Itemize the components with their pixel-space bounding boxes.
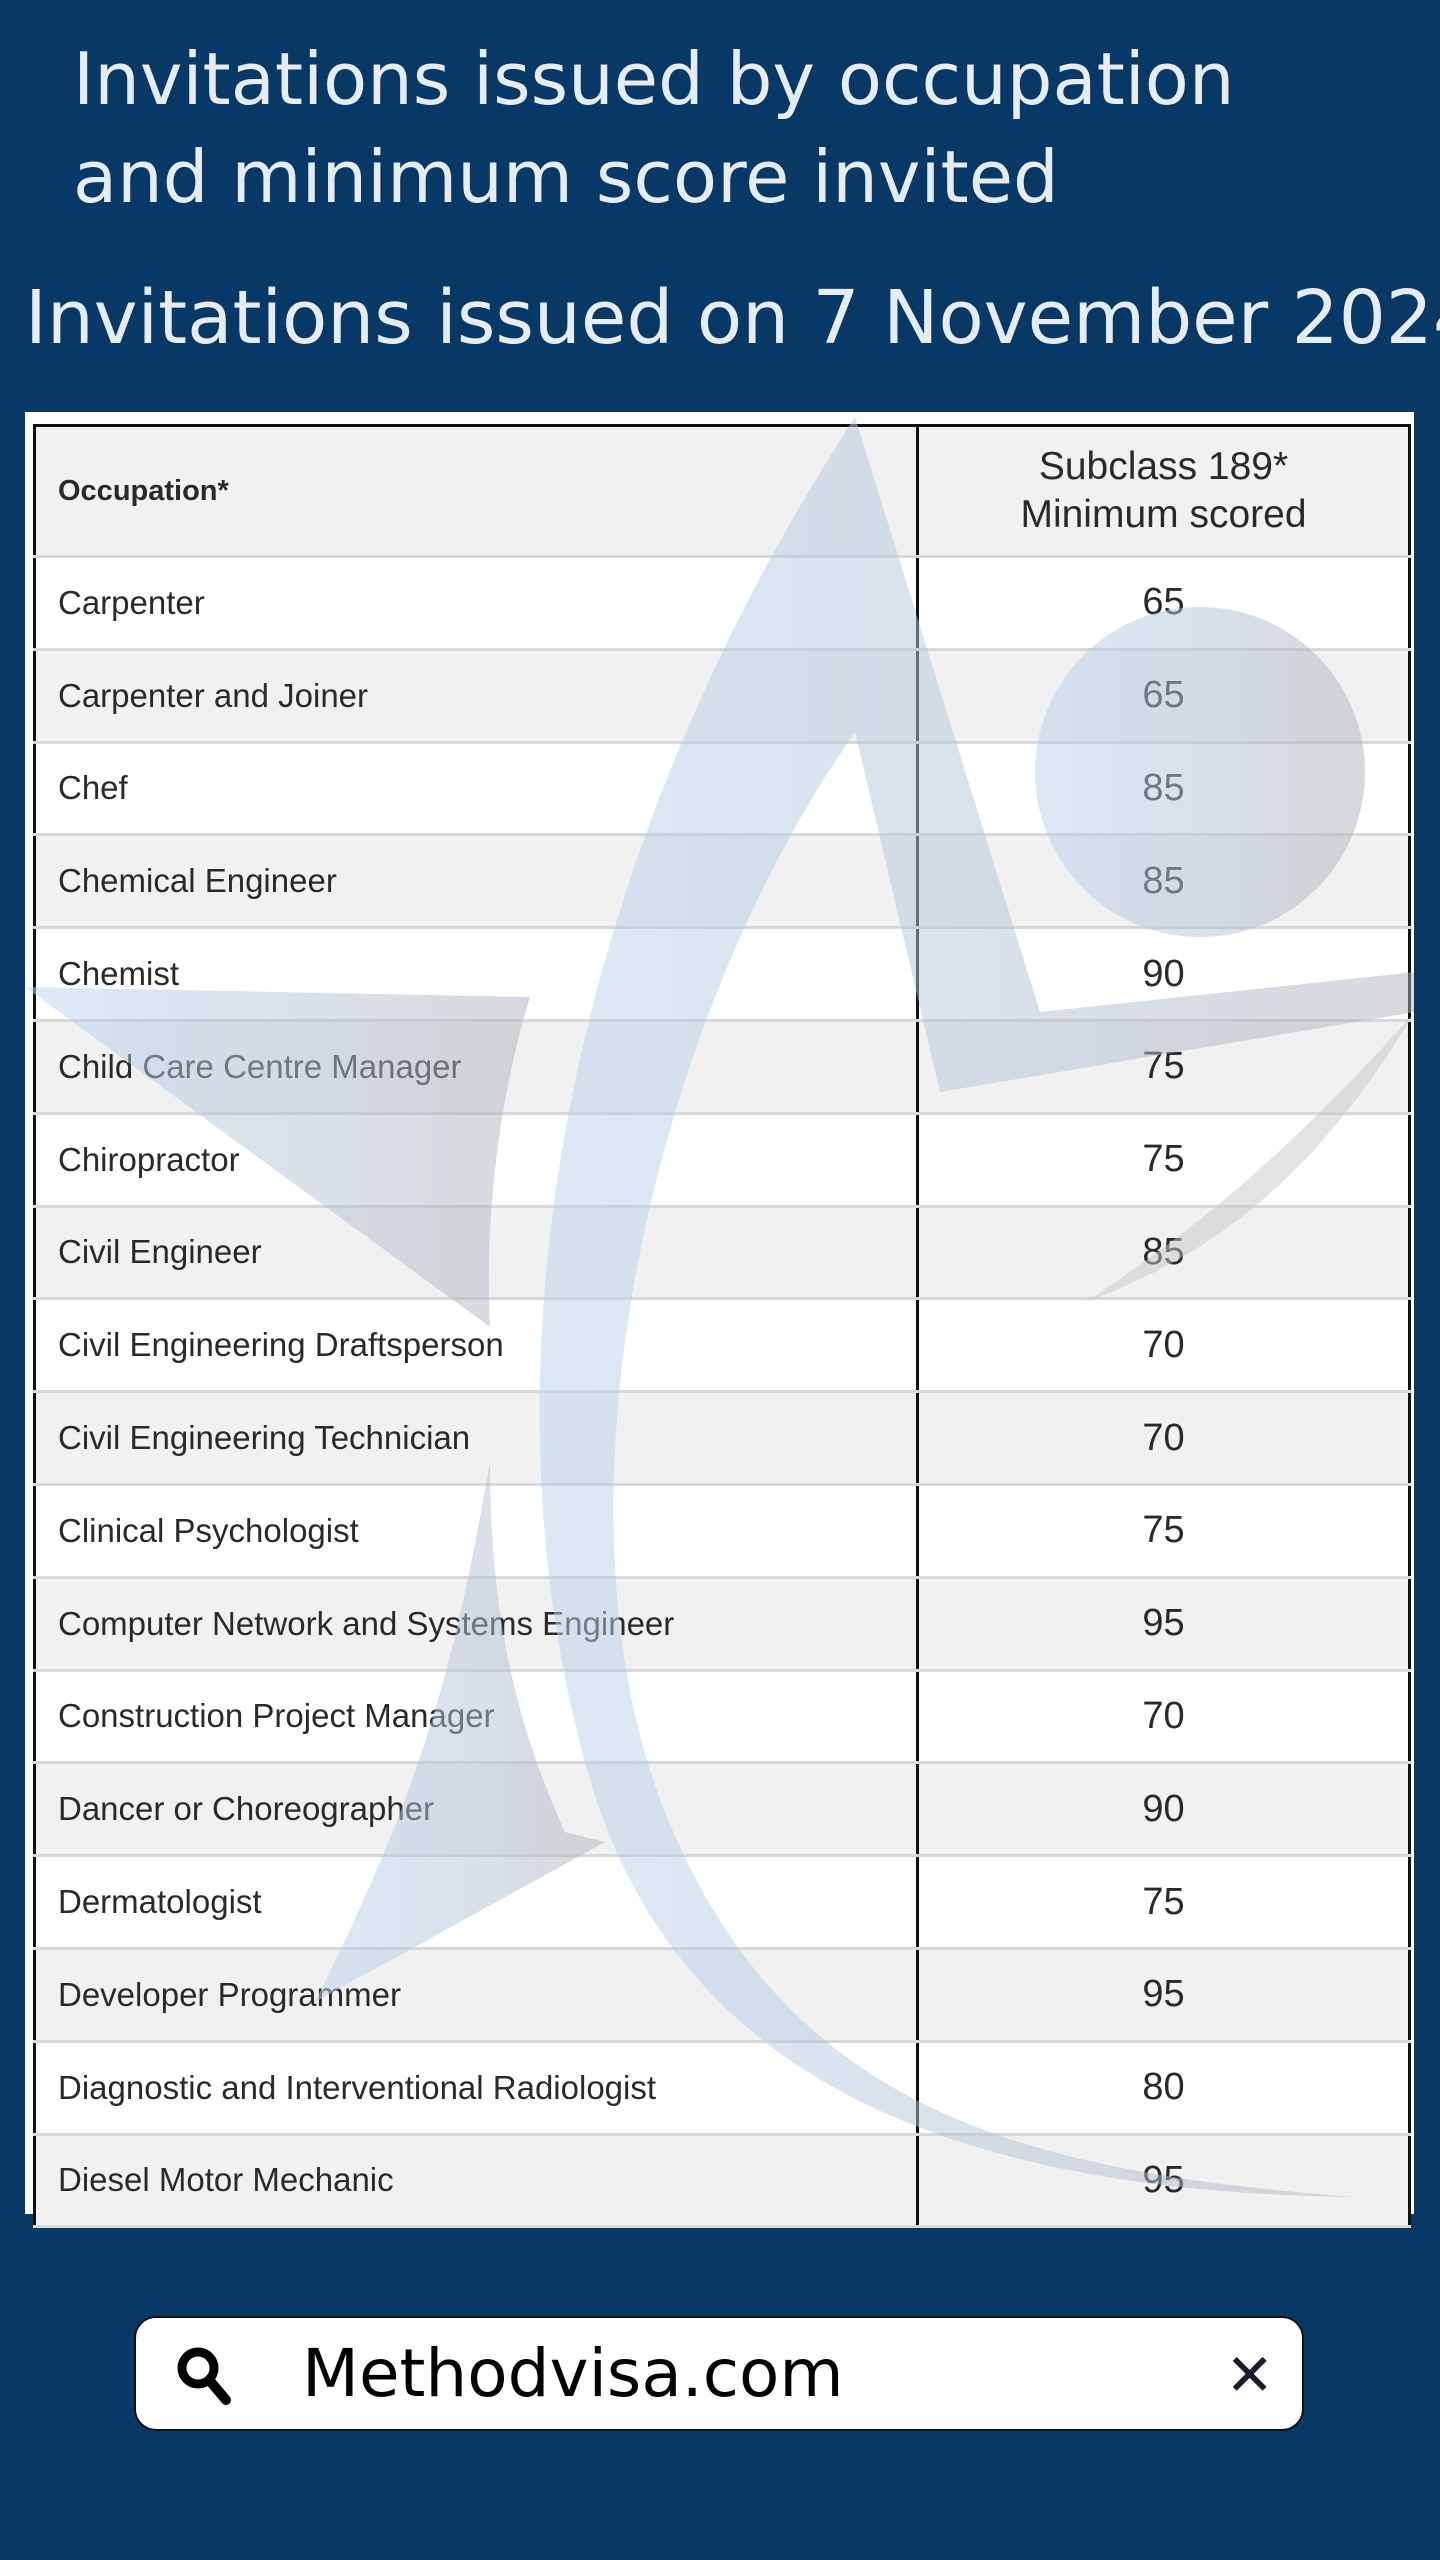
score-cell: 95 [917,1948,1410,2043]
score-cell: 85 [917,742,1410,837]
score-cell: 75 [917,1855,1410,1950]
score-cell: 75 [917,1484,1410,1579]
table-row: Chef 85 [34,742,1410,837]
score-cell: 85 [917,834,1410,930]
occupation-cell: Diesel Motor Mechanic [34,2134,919,2229]
score-cell: 90 [917,1762,1410,1858]
occupation-cell: Dermatologist [34,1855,919,1950]
table-row: Carpenter and Joiner 65 [34,649,1410,744]
invitations-table: Occupation* Subclass 189* Minimum scored … [33,424,1411,2229]
score-cell: 90 [917,927,1410,1022]
table-row: Civil Engineer 85 [34,1206,1410,1301]
column-header-score: Subclass 189* Minimum scored [917,425,1410,558]
occupation-cell: Clinical Psychologist [34,1484,919,1579]
page-title: Invitations issued by occupation and mini… [73,30,1235,226]
table-row: Chiropractor 75 [34,1113,1410,1208]
table-row: Dermatologist 75 [34,1855,1410,1950]
score-cell: 75 [917,1020,1410,1115]
page-subtitle: Invitations issued on 7 November 2024 [25,275,1440,361]
column-header-occupation: Occupation* [34,425,919,558]
occupation-cell: Chef [34,742,919,837]
search-bar[interactable]: Methodvisa.com ✕ [134,2316,1304,2431]
score-cell: 65 [917,556,1410,651]
table-row: Dancer or Choreographer 90 [34,1762,1410,1858]
title-line-2: and minimum score invited [73,135,1059,219]
table-row: Diagnostic and Interventional Radiologis… [34,2041,1410,2136]
title-line-1: Invitations issued by occupation [73,37,1235,121]
table-row: Diesel Motor Mechanic 95 [34,2134,1410,2229]
occupation-cell: Child Care Centre Manager [34,1020,919,1115]
score-cell: 80 [917,2041,1410,2136]
score-cell: 65 [917,649,1410,744]
occupation-cell: Diagnostic and Interventional Radiologis… [34,2041,919,2136]
occupation-cell: Carpenter [34,556,919,651]
table-row: Chemical Engineer 85 [34,834,1410,930]
occupation-cell: Civil Engineering Draftsperson [34,1298,919,1394]
occupation-cell: Dancer or Choreographer [34,1762,919,1858]
occupation-cell: Computer Network and Systems Engineer [34,1577,919,1672]
occupation-cell: Chemist [34,927,919,1022]
occupation-cell: Civil Engineering Technician [34,1391,919,1486]
table-header-row: Occupation* Subclass 189* Minimum scored [34,425,1410,558]
table-container: Occupation* Subclass 189* Minimum scored … [25,412,1414,2229]
score-cell: 70 [917,1670,1410,1765]
occupation-cell: Carpenter and Joiner [34,649,919,744]
table-row: Construction Project Manager 70 [34,1670,1410,1765]
score-cell: 95 [917,1577,1410,1672]
table-row: Clinical Psychologist 75 [34,1484,1410,1579]
table-row: Chemist 90 [34,927,1410,1022]
table-row: Carpenter 65 [34,556,1410,651]
table-row: Child Care Centre Manager 75 [34,1020,1410,1115]
table-row: Civil Engineering Draftsperson 70 [34,1298,1410,1394]
score-cell: 85 [917,1206,1410,1301]
score-cell: 70 [917,1298,1410,1394]
score-cell: 95 [917,2134,1410,2229]
search-icon [177,2347,231,2405]
column-header-minimum: Minimum scored [1020,493,1307,536]
occupation-cell: Construction Project Manager [34,1670,919,1765]
search-input[interactable]: Methodvisa.com [302,2335,844,2412]
score-cell: 70 [917,1391,1410,1486]
occupation-cell: Developer Programmer [34,1948,919,2043]
table-row: Computer Network and Systems Engineer 95 [34,1577,1410,1672]
table-row: Civil Engineering Technician 70 [34,1391,1410,1486]
column-header-subclass: Subclass 189* [1038,445,1289,488]
table-row: Developer Programmer 95 [34,1948,1410,2043]
close-icon[interactable]: ✕ [1225,2341,1274,2409]
occupation-cell: Civil Engineer [34,1206,919,1301]
occupation-cell: Chiropractor [34,1113,919,1208]
score-cell: 75 [917,1113,1410,1208]
occupation-cell: Chemical Engineer [34,834,919,930]
